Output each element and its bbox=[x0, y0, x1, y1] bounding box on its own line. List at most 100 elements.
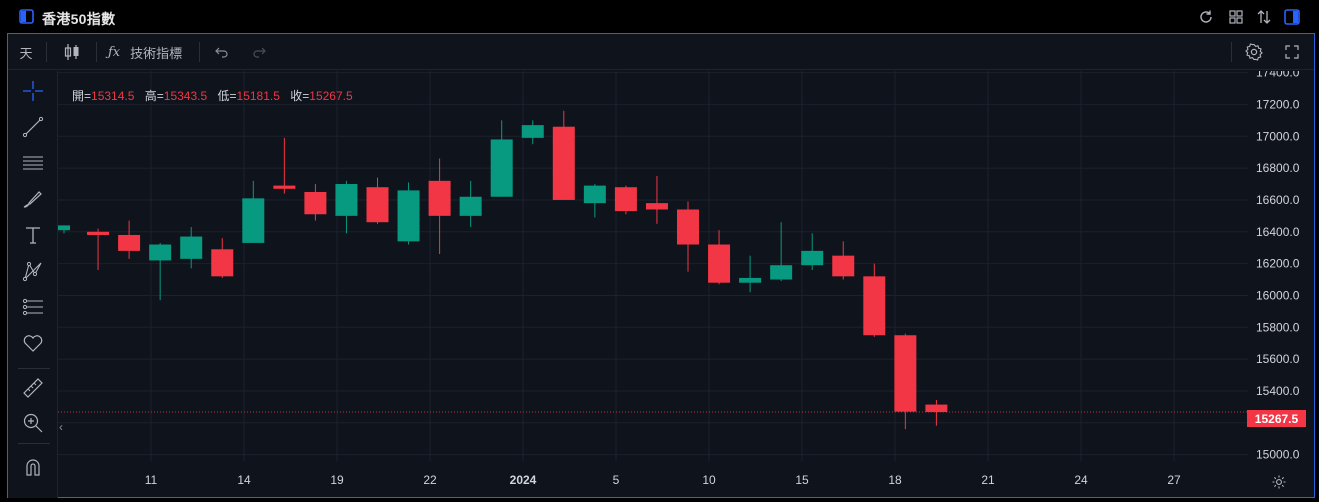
candle-body bbox=[552, 126, 575, 200]
candle-body bbox=[242, 198, 265, 243]
price-tick-label: 16400.0 bbox=[1256, 225, 1300, 239]
undo-button[interactable] bbox=[212, 34, 232, 70]
sort-arrows-icon[interactable] bbox=[1255, 8, 1273, 26]
candle-body bbox=[894, 335, 917, 412]
function-icon: ƒx bbox=[108, 44, 121, 60]
price-tick-label: 15400.0 bbox=[1256, 384, 1300, 398]
time-tick-label: 21 bbox=[981, 473, 995, 487]
close-label: 收= bbox=[290, 89, 310, 103]
candle-body bbox=[211, 249, 234, 277]
redo-icon bbox=[253, 47, 266, 58]
open-label: 開= bbox=[72, 89, 92, 103]
time-tick-label: 18 bbox=[888, 473, 902, 487]
chart-widget: 天 ƒx 技術指標 bbox=[7, 33, 1315, 498]
price-tick-label: 15600.0 bbox=[1256, 352, 1300, 366]
heart-icon[interactable] bbox=[21, 331, 45, 355]
price-tick-label: 16000.0 bbox=[1256, 288, 1300, 302]
time-tick-label: 10 bbox=[702, 473, 716, 487]
candle-body bbox=[397, 190, 420, 242]
low-value: 15181.5 bbox=[236, 89, 280, 103]
fullscreen-button[interactable] bbox=[1282, 34, 1302, 70]
ohlc-legend: 開=15314.5 高=15343.5 低=15181.5 收=15267.5 bbox=[72, 87, 360, 104]
close-value: 15267.5 bbox=[309, 89, 353, 103]
candle-body bbox=[832, 255, 855, 277]
side-panel-icon[interactable] bbox=[1283, 8, 1301, 26]
time-tick-label: 5 bbox=[613, 473, 620, 487]
ruler-icon[interactable] bbox=[21, 376, 45, 400]
price-tick-label: 16800.0 bbox=[1256, 161, 1300, 175]
candle-body bbox=[770, 265, 793, 280]
settings-button[interactable] bbox=[1244, 34, 1264, 70]
candle-body bbox=[614, 187, 637, 212]
grid-layout-icon[interactable] bbox=[1227, 8, 1245, 26]
high-label: 高= bbox=[144, 89, 164, 103]
candle-body bbox=[118, 234, 141, 251]
candle-body bbox=[149, 244, 172, 261]
gear-icon bbox=[1245, 43, 1263, 61]
price-tick-label: 17200.0 bbox=[1256, 97, 1300, 111]
window-title: 香港50指數 bbox=[42, 11, 116, 27]
time-tick-label: 2024 bbox=[510, 473, 537, 487]
axis-settings-icon[interactable] bbox=[1271, 474, 1287, 490]
time-tick-label: 14 bbox=[237, 473, 251, 487]
indicators-button[interactable]: ƒx 技術指標 bbox=[108, 34, 192, 70]
candle-body bbox=[428, 180, 451, 216]
title-bar: 香港50指數 bbox=[0, 0, 1319, 33]
sidebar-divider bbox=[18, 443, 50, 444]
candles-button[interactable] bbox=[60, 34, 84, 70]
time-tick-label: 19 bbox=[330, 473, 344, 487]
open-value: 15314.5 bbox=[91, 89, 135, 103]
candle-body bbox=[739, 277, 762, 283]
time-tick-label: 11 bbox=[145, 473, 158, 487]
trend-line-icon[interactable] bbox=[21, 115, 45, 139]
candle-body bbox=[304, 191, 327, 215]
time-axis[interactable]: 11 14 19 22 2024 5 10 15 18 21 24 27 bbox=[58, 461, 1248, 497]
candle-body bbox=[366, 187, 389, 223]
toolbar-divider bbox=[46, 42, 47, 62]
candle-body bbox=[58, 225, 70, 231]
time-tick-label: 24 bbox=[1074, 473, 1088, 487]
interval-label: 天 bbox=[19, 45, 33, 61]
collapse-toolbar-icon[interactable]: ‹ bbox=[59, 420, 63, 434]
last-price-tag: 15267.5 bbox=[1247, 410, 1306, 427]
horizontal-lines-icon[interactable] bbox=[21, 151, 45, 175]
panel-logo-icon bbox=[19, 9, 34, 24]
undo-icon bbox=[215, 47, 228, 58]
candle-body bbox=[521, 125, 544, 138]
price-tick-label: 17400.0 bbox=[1256, 71, 1300, 80]
toolbar-divider bbox=[96, 42, 97, 62]
indicators-label: 技術指標 bbox=[130, 45, 183, 61]
text-icon[interactable] bbox=[21, 223, 45, 247]
candle-body bbox=[925, 404, 948, 413]
candle-body bbox=[801, 250, 824, 266]
sidebar-divider bbox=[18, 368, 50, 369]
zoom-in-icon[interactable] bbox=[21, 411, 45, 435]
redo-button[interactable] bbox=[249, 34, 269, 70]
drawing-toolbar bbox=[8, 71, 58, 498]
refresh-icon[interactable] bbox=[1197, 8, 1215, 26]
time-tick-label: 22 bbox=[423, 473, 437, 487]
price-tick-label: 15000.0 bbox=[1256, 448, 1300, 461]
chart-toolbar: 天 ƒx 技術指標 bbox=[8, 34, 1314, 70]
crosshair-icon[interactable] bbox=[21, 79, 45, 103]
magnet-icon[interactable] bbox=[21, 455, 45, 479]
candle-body bbox=[87, 231, 110, 235]
time-tick-label: 27 bbox=[1167, 473, 1181, 487]
price-tick-label: 15800.0 bbox=[1256, 320, 1300, 334]
toolbar-divider bbox=[1231, 42, 1232, 62]
candle-body bbox=[490, 139, 513, 197]
toolbar-divider bbox=[199, 42, 200, 62]
price-axis[interactable]: 17400.0 17200.0 17000.0 16800.0 16600.0 16400… bbox=[1248, 71, 1314, 461]
candle-body bbox=[645, 203, 668, 210]
low-label: 低= bbox=[217, 89, 237, 103]
candle-body bbox=[677, 209, 699, 245]
candlestick-icon bbox=[64, 44, 79, 60]
candle-body bbox=[863, 276, 886, 336]
brush-icon[interactable] bbox=[21, 187, 45, 211]
measure-lines-icon[interactable] bbox=[21, 295, 45, 319]
time-tick-label: 15 bbox=[795, 473, 809, 487]
pattern-icon[interactable] bbox=[21, 259, 45, 283]
interval-button[interactable]: 天 bbox=[14, 34, 38, 70]
candlestick-chart[interactable] bbox=[58, 71, 1248, 461]
price-tick-label: 16200.0 bbox=[1256, 257, 1300, 271]
